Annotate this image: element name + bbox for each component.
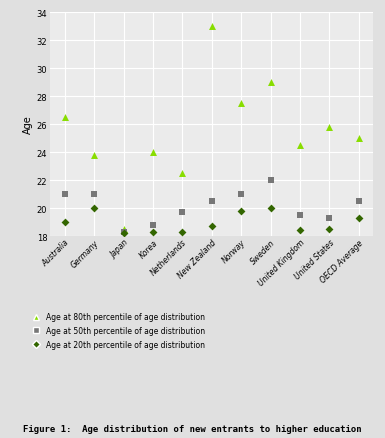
Point [326,124,332,131]
Point [209,198,215,205]
Point [179,170,186,177]
Point [297,142,303,149]
Point [326,226,332,233]
Point [268,79,274,86]
Point [62,191,68,198]
Point [91,191,97,198]
Point [356,215,362,222]
Point [150,229,156,236]
Point [268,177,274,184]
Point [238,208,244,215]
Point [238,191,244,198]
Point [121,229,127,236]
Point [297,212,303,219]
Legend: Age at 80th percentile of age distribution, Age at 50th percentile of age distri: Age at 80th percentile of age distributi… [28,313,206,349]
Point [356,198,362,205]
Point [209,223,215,230]
Point [297,227,303,234]
Point [179,209,186,216]
Point [121,226,127,233]
Point [91,205,97,212]
Point [179,229,186,236]
Point [91,152,97,159]
Point [326,215,332,222]
Point [62,114,68,121]
Point [62,219,68,226]
Point [150,149,156,156]
Point [356,135,362,142]
Text: Figure 1:  Age distribution of new entrants to higher education: Figure 1: Age distribution of new entran… [23,424,362,433]
Point [209,24,215,31]
Point [238,100,244,107]
Point [268,205,274,212]
Point [150,222,156,229]
Point [121,230,127,237]
Y-axis label: Age: Age [22,116,32,134]
